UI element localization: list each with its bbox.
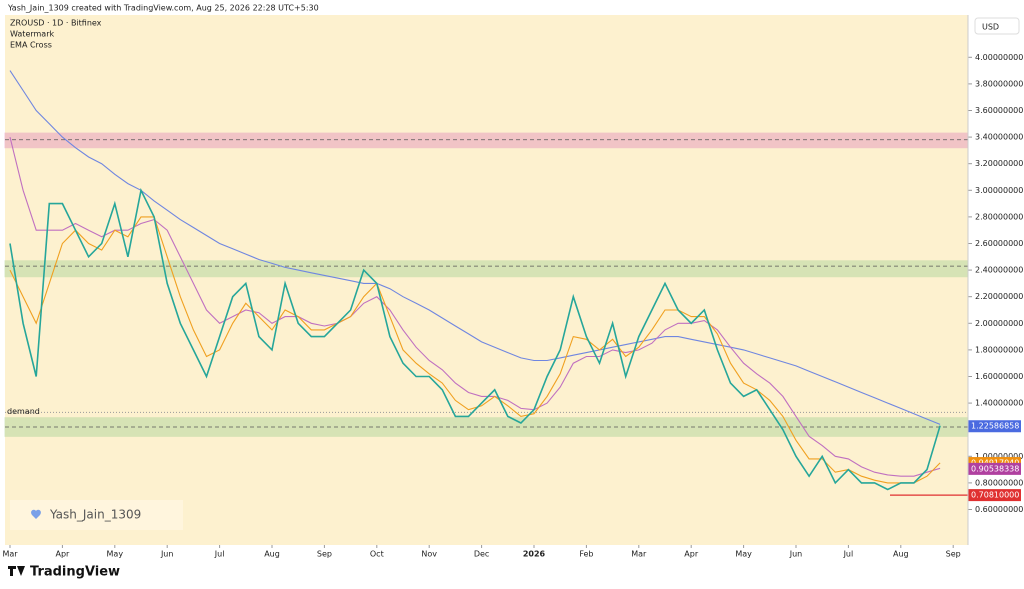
heart-icon	[31, 509, 41, 519]
series-line	[9, 187, 941, 491]
x-tick-label: Mar	[631, 550, 647, 559]
currency-box	[974, 17, 1020, 35]
y-tick-label: 2.40000000	[975, 266, 1023, 275]
zone	[4, 417, 969, 437]
brand: TradingView	[30, 565, 120, 580]
x-tick-label: Feb	[579, 550, 593, 559]
x-tick-label: Apr	[55, 550, 70, 559]
price-tag	[968, 420, 1021, 433]
y-tick-label: 4.00000000	[975, 53, 1023, 62]
x-tick-label: Jul	[214, 550, 225, 559]
watermark: Yash_Jain_1309	[49, 508, 141, 522]
y-tick-label: 1.40000000	[975, 399, 1023, 408]
price-tag-label: 0.90538338	[971, 464, 1019, 473]
y-tick-label: 2.20000000	[975, 292, 1023, 301]
series-line	[9, 216, 941, 484]
x-tick-label: Jun	[789, 550, 803, 559]
series-line	[9, 70, 941, 425]
x-tick-label: Dec	[474, 550, 489, 559]
x-tick-label: Jun	[160, 550, 174, 559]
y-tick-label: 3.60000000	[975, 106, 1023, 115]
y-tick-label: 1.80000000	[975, 345, 1023, 354]
x-tick-label: Nov	[421, 550, 437, 559]
legend-item: EMA Cross	[10, 41, 52, 50]
x-tick-label: Sep	[317, 550, 332, 559]
y-tick-label: 3.00000000	[975, 186, 1023, 195]
logo	[8, 566, 25, 576]
x-tick-label: Aug	[264, 550, 280, 559]
y-tick-label: 3.20000000	[975, 159, 1023, 168]
header: Yash_Jain_1309 created with TradingView.…	[7, 4, 319, 13]
x-tick-label: May	[107, 550, 124, 559]
zone	[4, 132, 969, 149]
series-line	[9, 136, 941, 477]
price-tag-label: 0.70810000	[971, 491, 1019, 500]
x-tick-label: 2026	[523, 550, 546, 559]
x-tick-label: Jul	[843, 550, 854, 559]
y-tick-label: 1.60000000	[975, 372, 1023, 381]
y-tick-label: 2.80000000	[975, 212, 1023, 221]
x-tick-label: Aug	[893, 550, 909, 559]
price-tag	[968, 489, 1021, 502]
y-tick-label: 2.60000000	[975, 239, 1023, 248]
price-tag	[968, 462, 1021, 475]
x-tick-label: Mar	[2, 550, 18, 559]
y-tick-label: 2.00000000	[975, 319, 1023, 328]
y-tick-label: 3.40000000	[975, 133, 1023, 142]
plot-bg	[5, 15, 968, 545]
x-tick-label: Oct	[370, 550, 384, 559]
price-tag-label: 1.22586858	[971, 422, 1019, 431]
y-tick-label: 0.80000000	[975, 478, 1023, 487]
y-tick-label: 3.80000000	[975, 79, 1023, 88]
x-tick-label: Apr	[684, 550, 699, 559]
legend-symbol: ZROUSD · 1D · Bitfinex	[10, 19, 102, 28]
legend-item: Watermark	[10, 30, 54, 39]
x-tick-label: Sep	[946, 550, 961, 559]
x-tick-label: May	[735, 550, 752, 559]
zone	[4, 260, 969, 278]
currency: USD	[982, 23, 999, 32]
y-tick-label: 1.00000000	[975, 452, 1023, 461]
demand-label: demand	[7, 407, 40, 416]
y-tick-label: 0.60000000	[975, 505, 1023, 514]
